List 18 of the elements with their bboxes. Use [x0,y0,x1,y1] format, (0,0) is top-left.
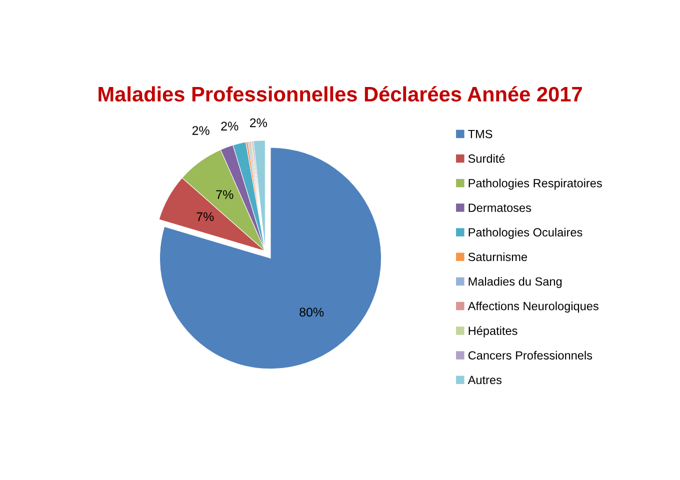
legend-label: Dermatoses [468,204,532,212]
data-label: 2% [192,126,210,135]
legend-label: Cancers Professionnels [468,350,592,360]
legend-label: Hépatites [468,326,518,338]
chart-title: Maladies Professionnelles Déclarées Année 2017 [98,86,582,102]
legend-label: Surdité [468,154,505,163]
legend-label: Pathologies Respiratoires [468,178,602,190]
data-label: 7% [196,212,214,222]
data-label: 80% [300,308,324,317]
legend-label: Pathologies Oculaires [468,228,582,239]
legend-label: Maladies du Sang [468,277,562,288]
legend-label: Affections Neurologiques [468,302,598,313]
data-label: 2% [250,118,267,128]
legend-label: Saturnisme [468,252,528,262]
data-label: 7% [216,190,234,199]
data-label: 2% [221,122,238,131]
legend-label: Autres [468,376,502,384]
legend-label: TMS [468,130,492,138]
